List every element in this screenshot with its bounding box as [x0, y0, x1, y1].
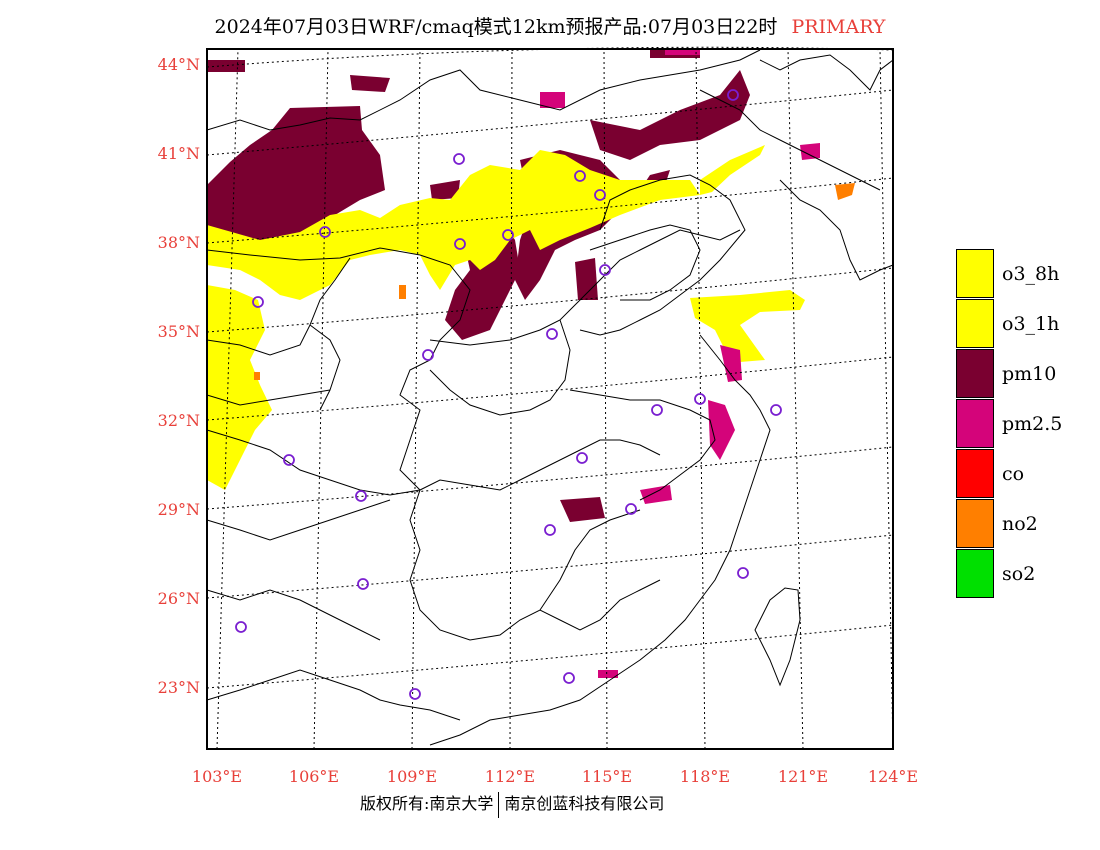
map-title: 2024年07月03日WRF/cmaq模式12km预报产品:07月03日22时 P… — [0, 12, 1100, 39]
pm10-area — [560, 497, 605, 522]
pm25-area — [540, 92, 565, 108]
pm10-area — [575, 258, 598, 300]
lat-label: 44°N — [157, 55, 200, 74]
o3-area — [690, 290, 805, 362]
lat-label: 38°N — [157, 233, 200, 252]
o3-area — [207, 150, 700, 300]
legend-label: so2 — [1002, 563, 1036, 585]
copyright-company: 南京创蓝科技有限公司 — [504, 794, 665, 813]
o3-area — [700, 145, 765, 195]
station-markers — [235, 89, 782, 700]
station-marker — [544, 524, 556, 536]
station-marker — [409, 688, 421, 700]
legend-item-no2: no2 — [956, 499, 1100, 549]
no2-area — [254, 372, 260, 380]
station-marker — [283, 454, 295, 466]
legend-item-so2: so2 — [956, 549, 1100, 599]
footer-divider — [498, 791, 500, 818]
pm25-area — [708, 400, 735, 460]
no2-area — [835, 183, 855, 200]
lat-label: 23°N — [157, 678, 200, 697]
station-marker — [453, 153, 465, 165]
station-marker — [357, 578, 369, 590]
station-marker — [252, 296, 264, 308]
legend-label: co — [1002, 463, 1025, 485]
pm25-area — [640, 485, 672, 504]
lon-label: 121°E — [777, 767, 829, 786]
title-tag: PRIMARY — [791, 16, 886, 38]
lon-label: 118°E — [679, 767, 731, 786]
legend-swatch — [956, 449, 994, 498]
station-marker — [651, 404, 663, 416]
station-marker — [574, 170, 586, 182]
station-marker — [454, 238, 466, 250]
station-marker — [576, 452, 588, 464]
lat-label: 41°N — [157, 144, 200, 163]
legend-swatch — [956, 399, 994, 448]
pm25-area — [800, 143, 820, 160]
station-marker — [694, 393, 706, 405]
legend-label: pm2.5 — [1002, 413, 1063, 435]
legend-swatch — [956, 249, 994, 298]
station-marker — [727, 89, 739, 101]
lat-label: 26°N — [157, 589, 200, 608]
lon-label: 112°E — [484, 767, 536, 786]
station-marker — [737, 567, 749, 579]
station-marker — [319, 226, 331, 238]
station-marker — [502, 229, 514, 241]
pm25-area — [598, 670, 618, 678]
lon-label: 109°E — [386, 767, 438, 786]
pollution-layer — [207, 50, 855, 678]
legend-item-o3-8h: o3_8h — [956, 249, 1100, 299]
no2-area — [399, 285, 406, 299]
pm10-area — [207, 60, 245, 72]
copyright-owner: 版权所有:南京大学 — [360, 794, 494, 813]
station-marker — [546, 328, 558, 340]
station-marker — [625, 503, 637, 515]
legend-swatch — [956, 549, 994, 598]
legend-label: no2 — [1002, 513, 1038, 535]
station-marker — [422, 349, 434, 361]
legend-swatch — [956, 349, 994, 398]
copyright-footer: 版权所有:南京大学 南京创蓝科技有限公司 — [360, 790, 664, 818]
station-marker — [355, 490, 367, 502]
station-marker — [235, 621, 247, 633]
pm10-area — [207, 106, 385, 258]
pm10-area — [590, 70, 750, 160]
pm10-area — [430, 180, 460, 200]
lon-label: 115°E — [581, 767, 633, 786]
lon-label: 124°E — [867, 767, 919, 786]
legend-label: o3_8h — [1002, 263, 1060, 285]
legend-item-pm25: pm2.5 — [956, 399, 1100, 449]
legend-swatch — [956, 299, 994, 348]
admin-boundaries — [206, 49, 894, 746]
legend-item-pm10: pm10 — [956, 349, 1100, 399]
graticule — [206, 46, 894, 750]
station-marker — [770, 404, 782, 416]
lon-label: 103°E — [191, 767, 243, 786]
station-marker — [599, 264, 611, 276]
legend-label: o3_1h — [1002, 313, 1060, 335]
title-main: 2024年07月03日WRF/cmaq模式12km预报产品:07月03日22时 — [214, 16, 778, 38]
o3-area — [207, 285, 272, 490]
legend-swatch — [956, 499, 994, 548]
legend-item-o3-1h: o3_1h — [956, 299, 1100, 349]
pm25-area — [665, 50, 700, 55]
lon-label: 106°E — [288, 767, 340, 786]
lat-label: 29°N — [157, 500, 200, 519]
station-marker — [594, 189, 606, 201]
legend-label: pm10 — [1002, 363, 1057, 385]
pm10-area — [350, 75, 390, 92]
map-frame — [206, 48, 894, 750]
station-marker — [563, 672, 575, 684]
lat-label: 35°N — [157, 322, 200, 341]
lat-label: 32°N — [157, 411, 200, 430]
legend-item-co: co — [956, 449, 1100, 499]
